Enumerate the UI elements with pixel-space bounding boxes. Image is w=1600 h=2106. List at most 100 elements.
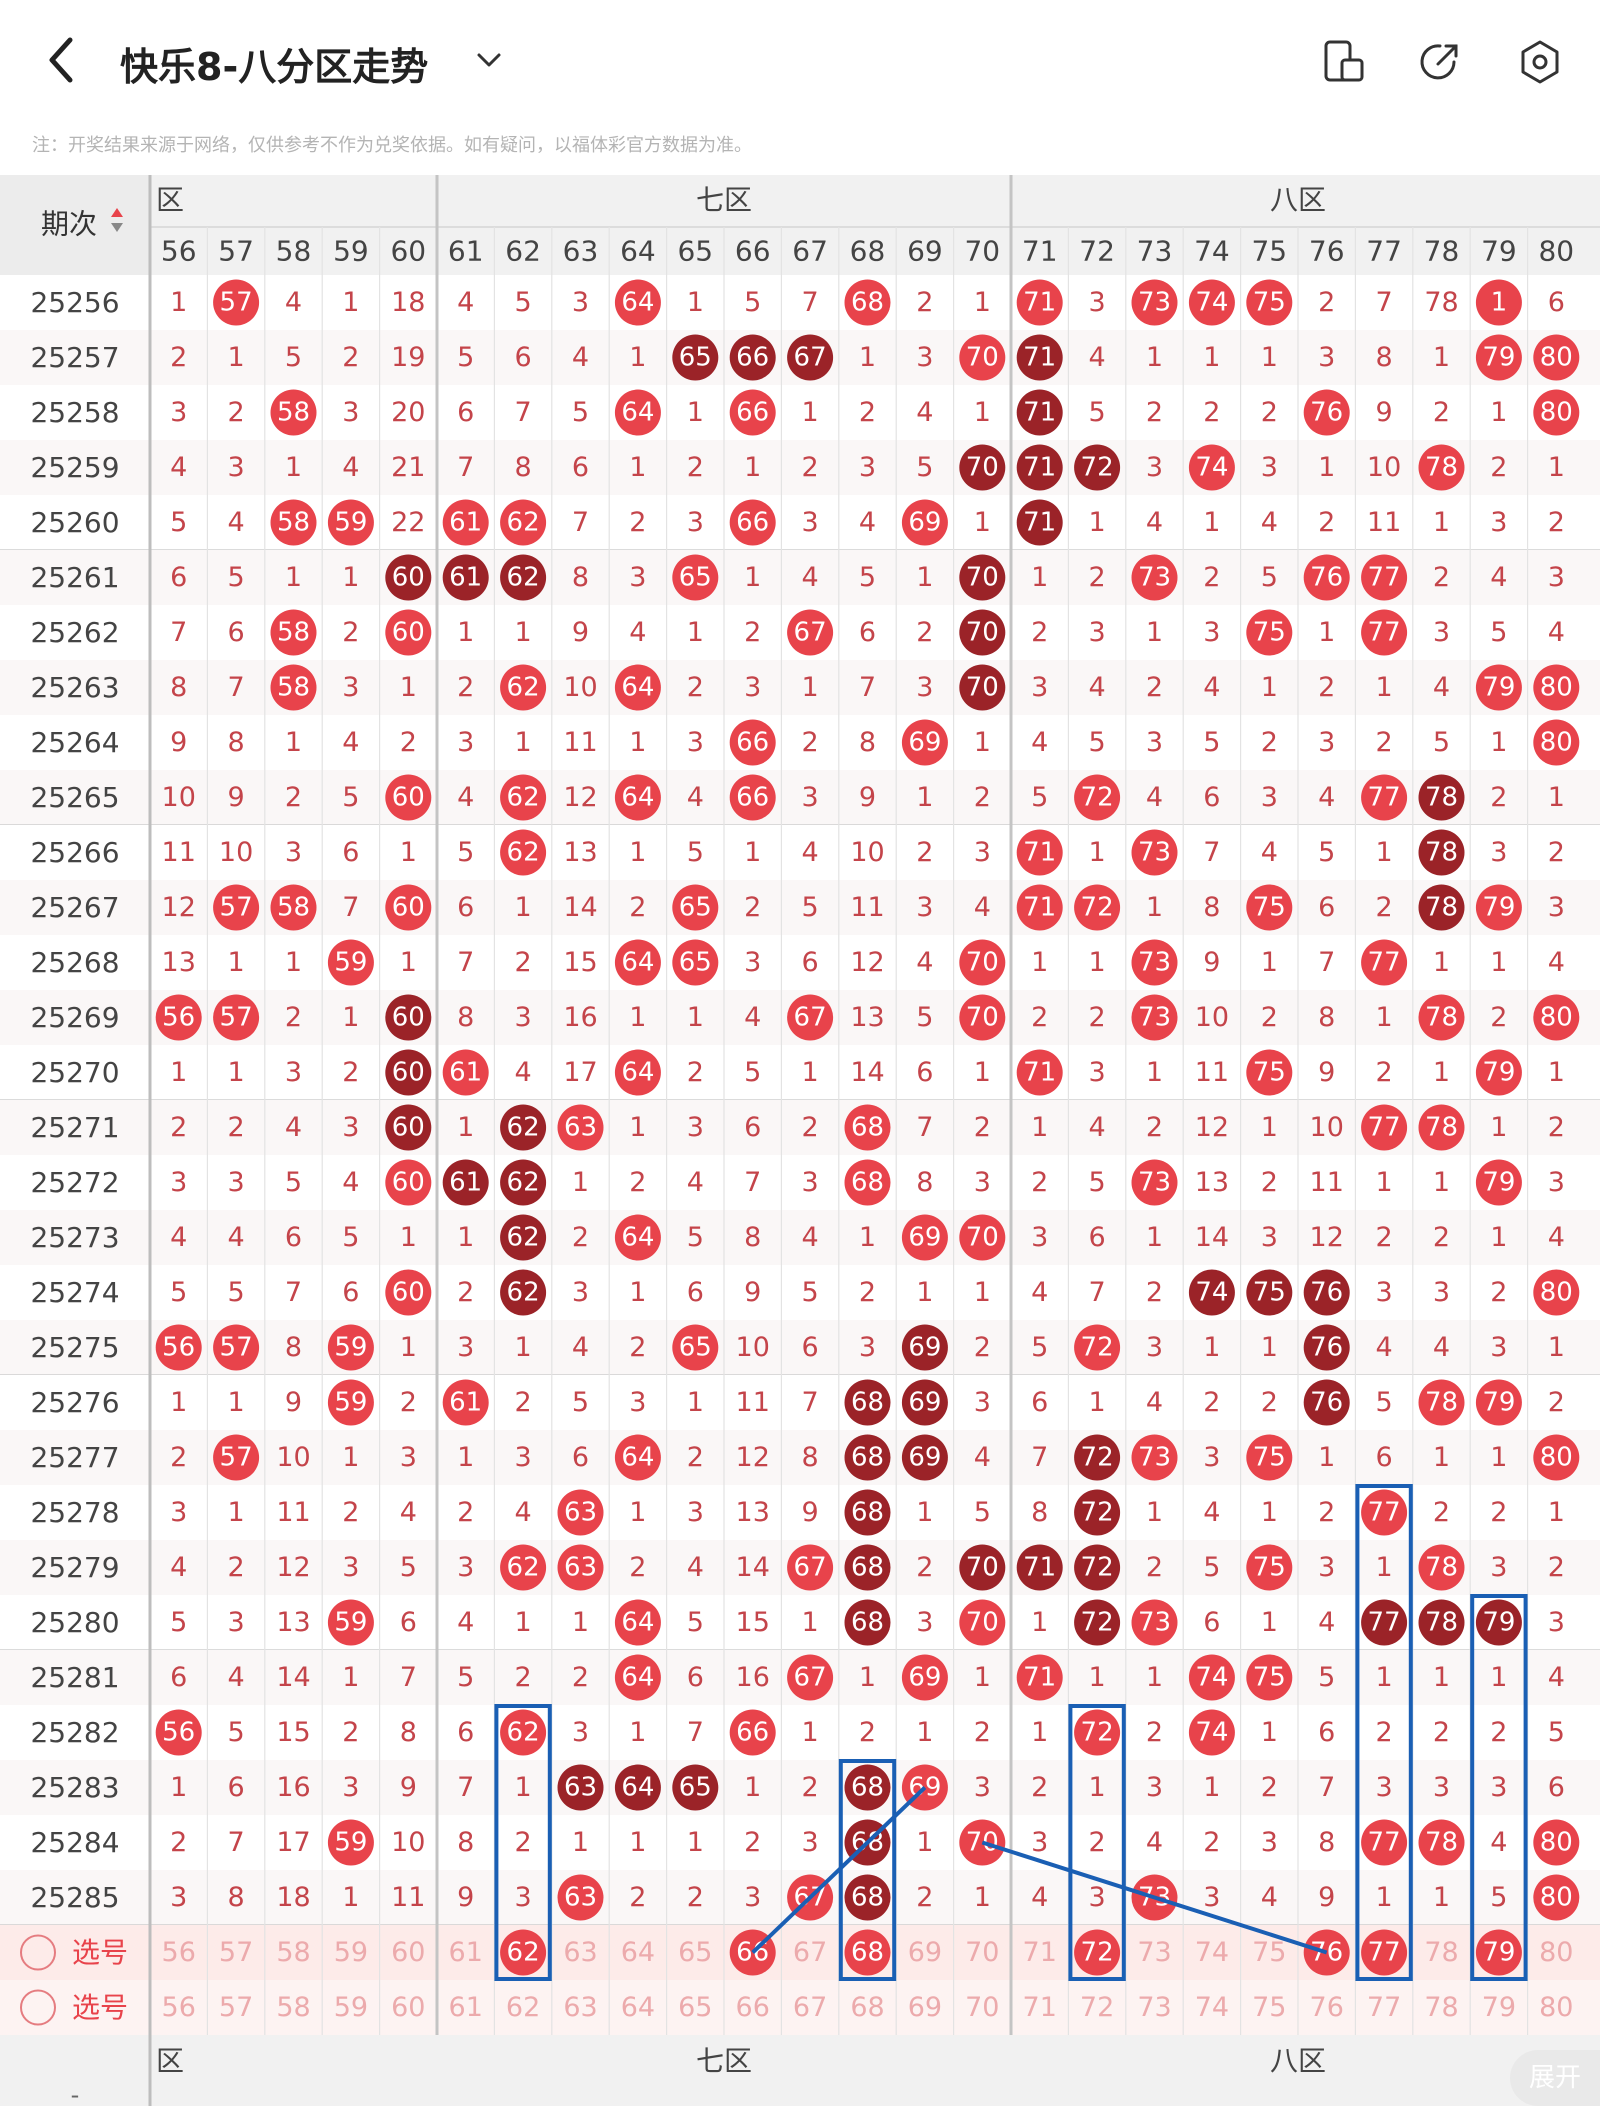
number-ball[interactable]: [1533, 1874, 1580, 1921]
ball-number[interactable]: 79: [1482, 1388, 1515, 1418]
ball-number[interactable]: 69: [908, 1443, 941, 1473]
number-ball[interactable]: [1188, 1709, 1235, 1756]
ball-number[interactable]: 80: [1540, 1003, 1573, 1033]
number-ball[interactable]: [901, 719, 948, 766]
number-ball[interactable]: [672, 1324, 719, 1371]
ball-number[interactable]: 75: [1253, 288, 1286, 318]
ball-number[interactable]: 69: [908, 1663, 941, 1693]
ball-number[interactable]: 79: [1482, 343, 1515, 373]
ball-number[interactable]: 72: [1081, 783, 1114, 813]
ball-number[interactable]: 60: [392, 783, 425, 813]
number-ball[interactable]: [787, 1544, 834, 1591]
ball-number[interactable]: 77: [1368, 948, 1401, 978]
ball-number[interactable]: 71: [1023, 1663, 1056, 1693]
ball-number[interactable]: 80: [1540, 1883, 1573, 1913]
number-ball[interactable]: [959, 334, 1006, 381]
number-ball[interactable]: [1475, 334, 1522, 381]
ball-number[interactable]: 59: [334, 1608, 367, 1638]
number-ball[interactable]: [959, 444, 1006, 491]
ball-number[interactable]: 64: [621, 948, 654, 978]
ball-number[interactable]: 60: [392, 893, 425, 923]
ball-number[interactable]: 79: [1482, 673, 1515, 703]
number-ball[interactable]: [844, 1544, 891, 1591]
number-ball[interactable]: [672, 939, 719, 986]
number-ball[interactable]: [901, 1214, 948, 1261]
period-header-cell[interactable]: [0, 175, 150, 275]
ball-number[interactable]: 72: [1081, 1333, 1114, 1363]
number-ball[interactable]: [1361, 1599, 1408, 1646]
ball-number[interactable]: 70: [966, 618, 999, 648]
number-ball[interactable]: [901, 1654, 948, 1701]
number-ball[interactable]: [1475, 1599, 1522, 1646]
select-number[interactable]: 67: [793, 1937, 827, 1968]
select-number[interactable]: 59: [334, 1992, 368, 2023]
number-ball[interactable]: [327, 1324, 374, 1371]
number-ball[interactable]: [500, 829, 547, 876]
number-ball[interactable]: [1475, 884, 1522, 931]
ball-number[interactable]: 62: [507, 838, 540, 868]
number-ball[interactable]: [729, 1709, 776, 1756]
ball-number[interactable]: 73: [1138, 948, 1171, 978]
ball-number[interactable]: 74: [1195, 1278, 1228, 1308]
number-ball[interactable]: [155, 1709, 202, 1756]
share-icon[interactable]: [1416, 38, 1464, 86]
number-ball[interactable]: [1074, 1489, 1121, 1536]
ball-number[interactable]: 77: [1368, 1828, 1401, 1858]
ball-number[interactable]: 60: [392, 618, 425, 648]
ball-number[interactable]: 63: [564, 1553, 597, 1583]
number-ball[interactable]: [1361, 774, 1408, 821]
ball-number[interactable]: 61: [449, 1058, 482, 1088]
ball-number[interactable]: 70: [966, 343, 999, 373]
number-ball[interactable]: [1016, 1654, 1063, 1701]
number-ball[interactable]: [500, 1269, 547, 1316]
ball-number[interactable]: 66: [736, 398, 769, 428]
ball-number[interactable]: 71: [1023, 1553, 1056, 1583]
select-number[interactable]: 76: [1310, 1992, 1344, 2023]
ball-number[interactable]: 61: [449, 508, 482, 538]
number-ball[interactable]: [385, 774, 432, 821]
select-radio-icon[interactable]: [20, 1989, 56, 2026]
number-ball[interactable]: [500, 664, 547, 711]
ball-number[interactable]: 75: [1253, 618, 1286, 648]
number-ball[interactable]: [1533, 389, 1580, 436]
number-ball[interactable]: [844, 1599, 891, 1646]
ball-number[interactable]: 69: [908, 728, 941, 758]
number-ball[interactable]: [1418, 1544, 1465, 1591]
ball-number[interactable]: 68: [851, 288, 884, 318]
number-ball[interactable]: [442, 1379, 489, 1426]
number-ball[interactable]: [1131, 829, 1178, 876]
number-ball[interactable]: [213, 279, 260, 326]
ball-number[interactable]: 73: [1138, 1003, 1171, 1033]
ball-number[interactable]: 72: [1081, 453, 1114, 483]
select-number[interactable]: 80: [1539, 1992, 1573, 2023]
select-number[interactable]: 60: [391, 1937, 425, 1968]
ball-number[interactable]: 68: [851, 1443, 884, 1473]
number-ball[interactable]: [1418, 1599, 1465, 1646]
select-row-label[interactable]: 选号: [72, 1936, 128, 1969]
ball-number[interactable]: 80: [1540, 728, 1573, 758]
number-ball[interactable]: [1246, 1654, 1293, 1701]
number-ball[interactable]: [385, 884, 432, 931]
ball-number[interactable]: 59: [334, 1828, 367, 1858]
ball-number[interactable]: 72: [1081, 1498, 1114, 1528]
ball-number[interactable]: 64: [621, 1663, 654, 1693]
number-ball[interactable]: [1131, 1599, 1178, 1646]
number-ball[interactable]: [327, 939, 374, 986]
number-ball[interactable]: [1131, 279, 1178, 326]
number-ball[interactable]: [1533, 334, 1580, 381]
ball-number[interactable]: 68: [851, 1498, 884, 1528]
number-ball[interactable]: [1131, 1159, 1178, 1206]
number-ball[interactable]: [787, 1654, 834, 1701]
ball-number[interactable]: 66: [736, 728, 769, 758]
ball-number[interactable]: 64: [621, 288, 654, 318]
number-ball[interactable]: [844, 1874, 891, 1921]
number-ball[interactable]: [1131, 1434, 1178, 1481]
select-number[interactable]: 77: [1367, 1992, 1401, 2023]
select-number[interactable]: 63: [563, 1937, 597, 1968]
ball-number[interactable]: 59: [334, 508, 367, 538]
number-ball[interactable]: [270, 609, 317, 656]
selected-ball[interactable]: [500, 1929, 547, 1976]
number-ball[interactable]: [500, 774, 547, 821]
number-ball[interactable]: [901, 1324, 948, 1371]
select-number[interactable]: 59: [334, 1937, 368, 1968]
